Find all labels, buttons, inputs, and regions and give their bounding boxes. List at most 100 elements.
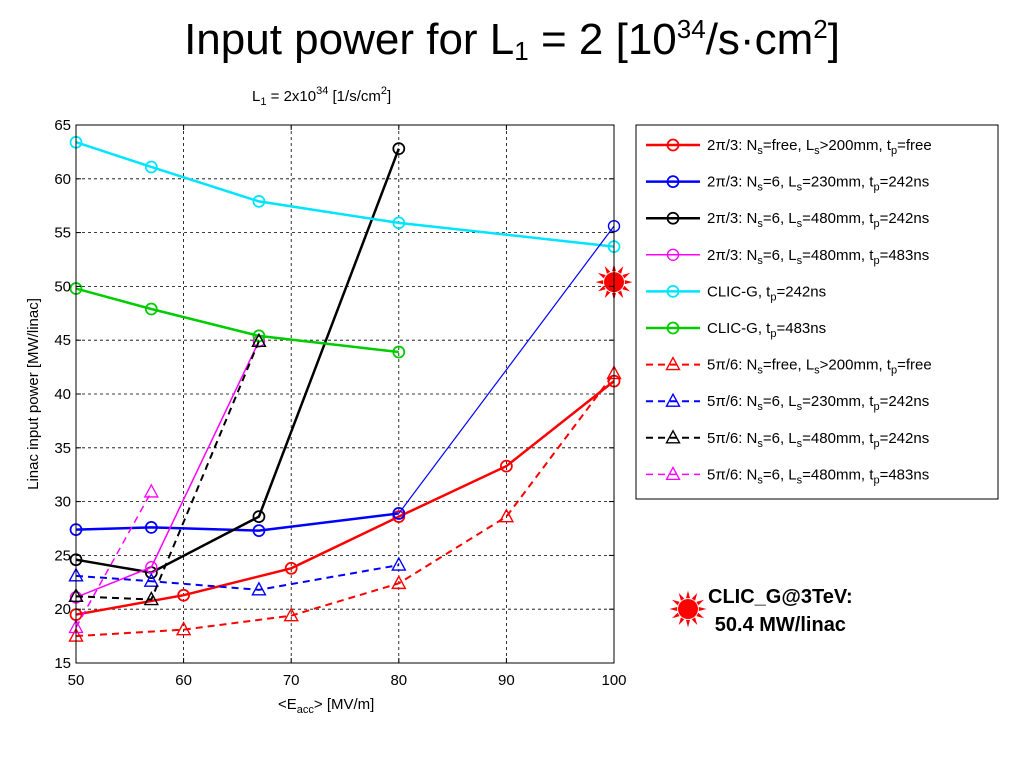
legend-label: 2π/3: Ns=6, Ls=480mm, tp=242ns [707,210,929,230]
data-point-circle [252,510,266,524]
legend-label-part: 5π/6: N [707,466,757,483]
data-point-triangle [665,429,681,444]
legend-label-part: =480mm, t [802,210,874,227]
sun-ray [597,272,606,279]
legend-label-part: p [770,328,776,340]
data-point-triangle [665,356,681,371]
sun-ray [686,619,690,628]
x-tick-label: 100 [601,672,626,689]
series-9 [68,483,159,634]
callout-sun-icon [669,590,707,628]
legend-label-part: =6, L [763,210,797,227]
callout-annotation: CLIC_G@3TeV: 50.4 MW/linac [708,583,853,639]
legend-label-part: s [797,401,803,413]
sun-ray [696,612,705,619]
data-point-circle [144,160,158,174]
legend-label: 2π/3: Ns=6, Ls=480mm, tp=483ns [707,247,929,267]
data-point-triangle [143,591,159,606]
data-point-circle [252,329,266,343]
legend-label-part: s [757,145,763,157]
data-point-circle [666,321,680,335]
series-5 [69,282,406,359]
sun-ray [604,290,611,299]
data-point-circle [392,345,406,359]
data-point-circle [500,459,513,473]
legend-label-part: p [891,145,897,157]
series-line [75,564,399,591]
data-point-triangle [665,466,681,481]
sun-ray [691,592,698,601]
sun-ray [617,266,624,274]
series-line [75,372,615,638]
legend-label-part: =6, L [763,430,797,447]
y-tick-label: 35 [54,440,71,457]
legend-label-part: s [814,365,820,377]
data-point-circle [392,507,405,520]
grid [76,125,614,663]
data-point-circle [144,521,158,534]
legend-label-part: p [873,474,879,486]
series-line [75,141,615,248]
legend-label-part: 2π/3: N [707,247,757,264]
legend-label: CLIC-G, tp=242ns [707,283,826,303]
legend-label-part: CLIC-G, t [707,283,771,300]
sun-ray [686,590,690,599]
data-point-circle [284,561,298,575]
series-line [75,287,399,354]
legend-label-part: s [757,365,763,377]
legend-entry: 2π/3: Ns=free, Ls>200mm, tp=free [646,137,932,157]
legend-entry: CLIC-G, tp=483ns [646,320,826,340]
legend-entry: CLIC-G, tp=242ns [646,283,826,303]
legend-label-part: =6, L [763,174,797,191]
data-point-circle [392,510,406,524]
series-line [75,512,399,532]
legend-label-part: =242ns [880,393,930,410]
legend-label: 2π/3: Ns=6, Ls=230mm, tp=242ns [707,174,929,194]
x-tick-label: 50 [68,672,85,689]
sun-ray [678,592,685,601]
series-2 [69,142,406,579]
legend-entry: 2π/3: Ns=6, Ls=480mm, tp=242ns [646,210,929,230]
legend-label-part: CLIC-G, t [707,320,771,337]
legend-label: CLIC-G, tp=483ns [707,320,826,340]
data-point-circle [666,285,680,298]
sun-ray [671,599,680,606]
legend-label-part: 2π/3: N [707,174,757,191]
slide-title-prefix: Input power for L [184,15,515,64]
sun-ray [597,285,606,292]
series-0 [69,374,621,621]
data-point-triangle [665,392,681,407]
slide-title-sub: 1 [514,36,529,66]
series-line [75,340,260,599]
series-layer [68,135,633,642]
data-point-circle [252,195,266,208]
callout-line-2: 50.4 MW/linac [714,614,846,636]
sun-ray [624,280,633,285]
slide-title-suffix: ] [827,15,840,64]
legend-entry: 5π/6: Ns=6, Ls=480mm, tp=483ns [646,466,929,486]
legend-label-part: 5π/6: N [707,357,757,374]
data-point-circle [144,302,158,316]
legend-label-part: =free, L [763,357,814,374]
legend-label-part: =242ns [776,283,826,300]
legend-label-part: =242ns [880,430,930,447]
legend-label: 5π/6: Ns=free, Ls>200mm, tp=free [707,357,932,377]
slide-title-sup1: 34 [676,14,706,44]
legend-label-part: s [797,182,803,194]
series-line [75,380,615,616]
data-point-circle [177,588,190,602]
legend-label-part: p [873,255,879,267]
sun-ray [622,272,631,279]
data-point-circle [145,561,158,574]
legend-box [635,124,999,500]
legend-label-part: =6, L [763,247,797,264]
data-point-triangle [391,574,407,590]
y-tick-label: 25 [54,547,71,564]
sun-ray [617,290,624,299]
chart-title: L1 = 2x1034 [1/s/cm2] [252,85,391,108]
data-point-triangle [143,483,159,498]
y-tick-label: 40 [54,386,71,403]
legend-entry: 5π/6: Ns=free, Ls>200mm, tp=free [646,356,932,377]
legend-label-part: =230mm, t [802,393,874,410]
